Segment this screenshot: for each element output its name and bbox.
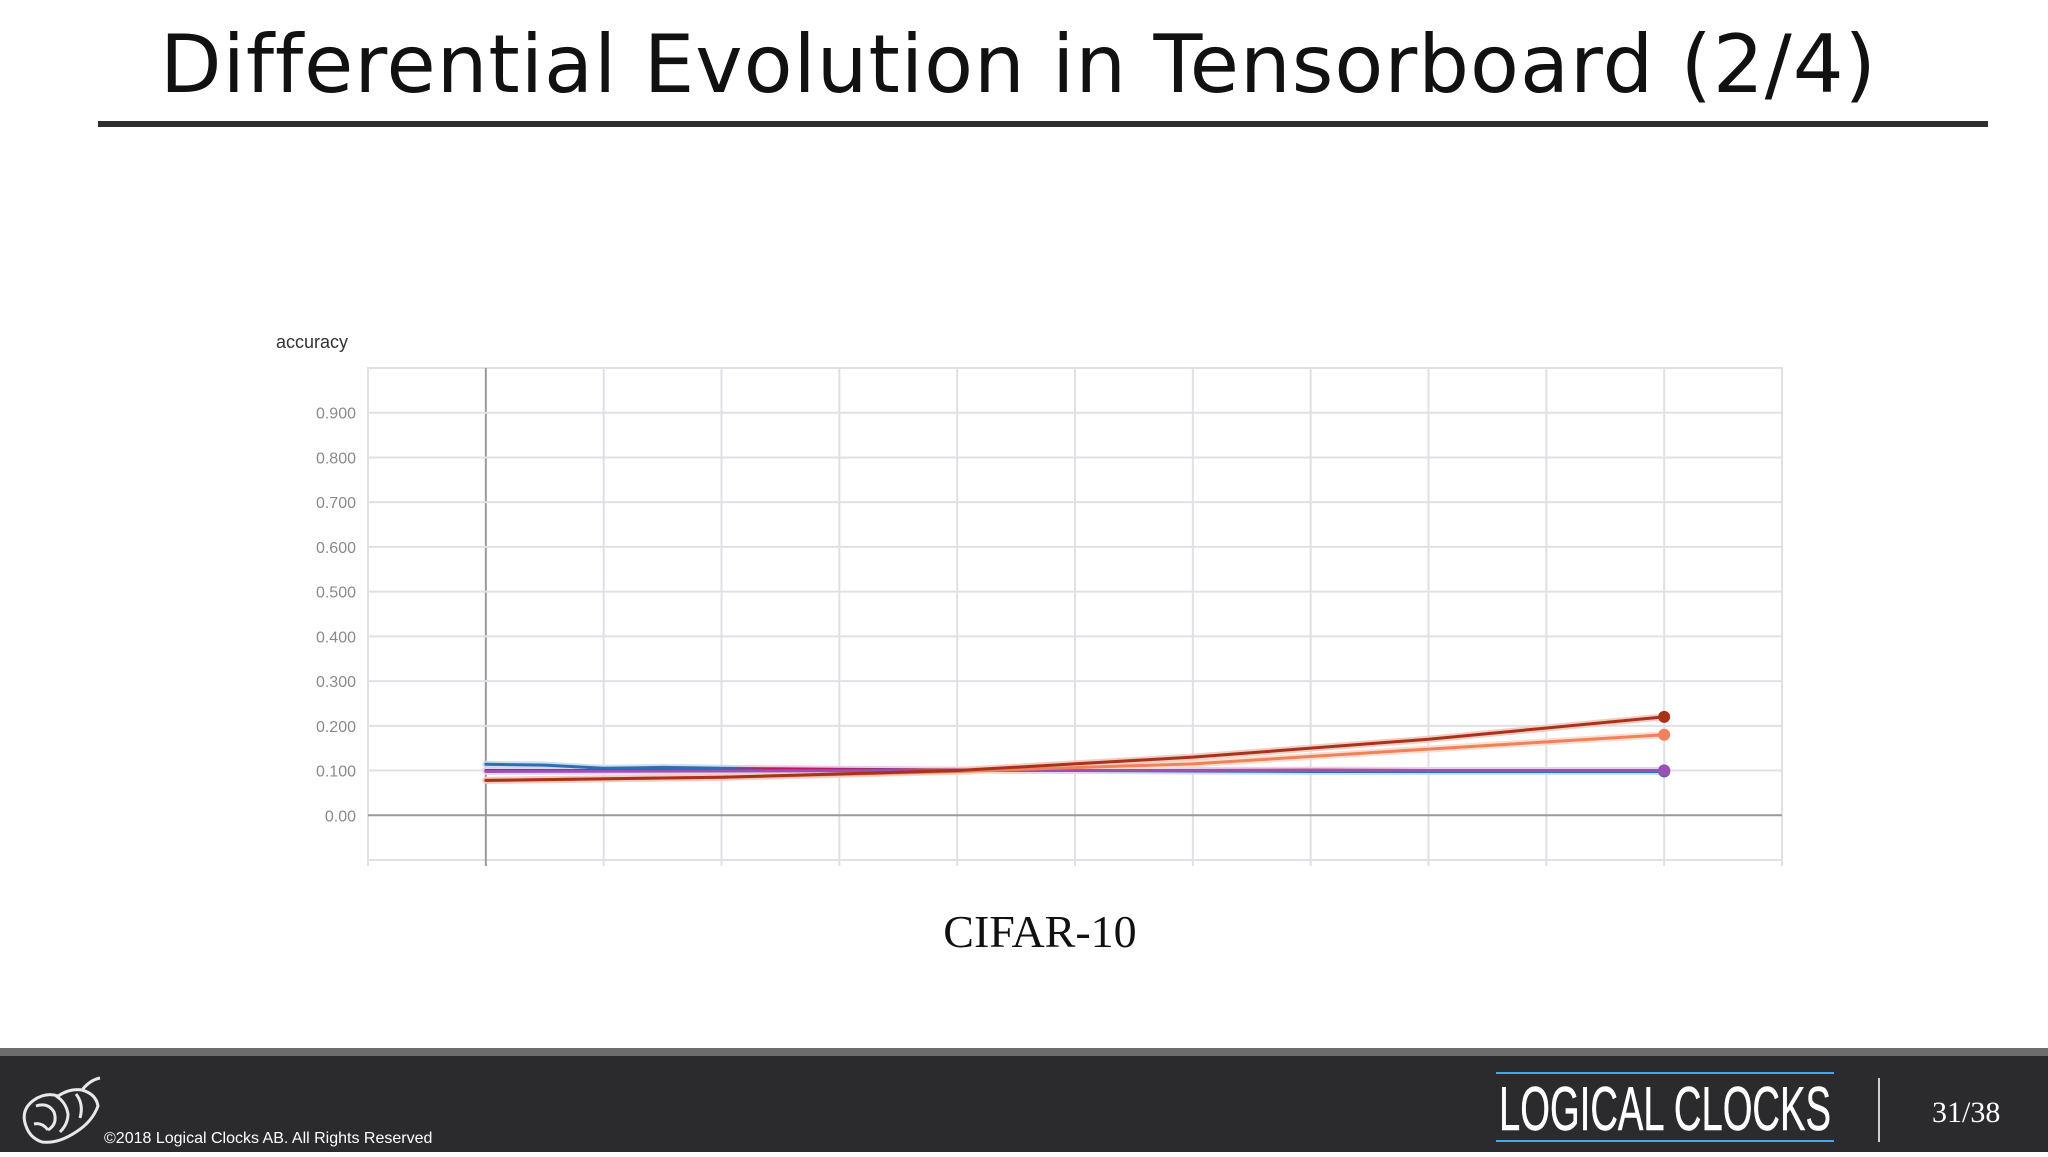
chart-grid [367, 367, 1783, 866]
y-tick-label: 0.700 [316, 495, 356, 512]
footer-bar: ©2018 Logical Clocks AB. All Rights Rese… [0, 1048, 2048, 1152]
chart-caption: CIFAR-10 [943, 906, 1137, 957]
y-tick-label: 0.600 [316, 540, 356, 557]
y-tick-label: 0.800 [316, 450, 356, 467]
chart-series [482, 710, 1671, 784]
y-tick-label: 0.100 [316, 764, 356, 781]
y-tick-label: 0.400 [316, 629, 356, 646]
y-tick-label: 0.900 [316, 406, 356, 423]
title-divider [98, 121, 1988, 127]
chart-title: accuracy [276, 332, 348, 352]
y-tick-label: 0.00 [325, 808, 356, 825]
footer-divider [1878, 1078, 1880, 1142]
copyright-text: ©2018 Logical Clocks AB. All Rights Rese… [104, 1130, 433, 1147]
y-tick-label: 0.200 [316, 719, 356, 736]
y-tick-label: 0.500 [316, 585, 356, 602]
series-end-point [1658, 764, 1671, 777]
y-tick-labels: 0.900 0.800 0.700 0.600 0.500 0.400 0.300 0.200… [316, 406, 356, 826]
logical-clocks-logo: LOGICAL CLOCKS [1492, 1070, 1838, 1144]
accuracy-chart: accuracy 0.900 0.800 0.700 0.600 0.500 0.400 0… [260, 320, 1800, 880]
series-line [484, 769, 1666, 773]
page-number: 31/38 [1932, 1096, 2001, 1129]
hops-logo-icon [12, 1066, 104, 1152]
series-line [484, 715, 1666, 782]
y-tick-label: 0.300 [316, 674, 356, 691]
chart-canvas: accuracy 0.9000.8000.7000.6000.5000.4000… [276, 332, 1783, 866]
series-end-point [1658, 710, 1671, 723]
brand-wordmark: LOGICAL CLOCKS [1499, 1075, 1831, 1144]
series-end-point [1658, 728, 1671, 741]
slide-title: Differential Evolution in Tensorboard (2… [160, 18, 1877, 111]
